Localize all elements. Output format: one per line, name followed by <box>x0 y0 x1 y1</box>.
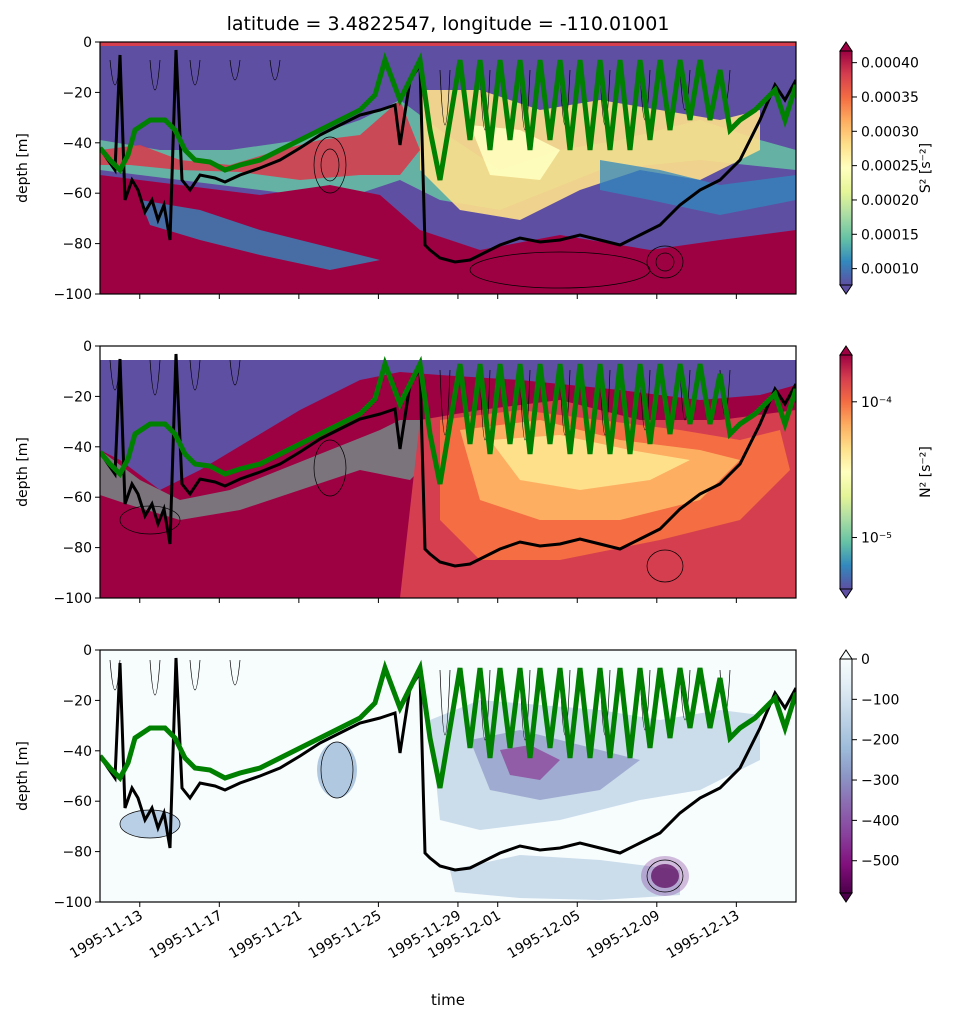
colorbar-top <box>839 41 853 295</box>
y-tick-label: 0 <box>83 35 92 51</box>
y-tick-label: −20 <box>62 389 92 405</box>
x-tick-label: 1995-12-13 <box>664 908 742 963</box>
x-tick-label: 1995-11-25 <box>306 908 384 963</box>
colorbar-tick-label: −100 <box>861 692 899 708</box>
y-tick-label: −60 <box>62 490 92 506</box>
colorbar-tick-label: 10⁻⁴ <box>861 395 892 411</box>
y-tick-label: −40 <box>62 136 92 152</box>
buoyancy-heatmap <box>100 346 796 598</box>
x-tick-label: 1995-11-17 <box>147 908 225 963</box>
colorbar-label: S² [s⁻²] <box>918 143 934 193</box>
colorbar-tick-label: 0.00025 <box>861 159 919 175</box>
y-axis-label: depth [m] <box>15 133 31 203</box>
y-tick-label: −80 <box>62 237 92 253</box>
y-tick-label: −60 <box>62 186 92 202</box>
y-tick-label: −60 <box>62 794 92 810</box>
y-tick-label: −20 <box>62 693 92 709</box>
bottom-heatmap <box>100 650 796 902</box>
colorbar-tick-label: 0.00015 <box>861 227 919 243</box>
y-tick-label: −100 <box>54 591 92 607</box>
x-axis-title: time <box>431 991 465 1009</box>
colorbar-tick-label: 0 <box>861 652 870 668</box>
shear-heatmap <box>100 42 796 294</box>
y-axis-label: depth [m] <box>15 437 31 507</box>
colorbar-tick-label: 0.00030 <box>861 124 919 140</box>
y-tick-label: −20 <box>62 85 92 101</box>
y-tick-label: −40 <box>62 744 92 760</box>
y-tick-label: −80 <box>62 541 92 557</box>
colorbar-tick-label: 0.00035 <box>861 90 919 106</box>
x-tick-label: 1995-12-09 <box>584 908 662 963</box>
colorbar-bottom <box>839 649 853 903</box>
x-tick-label: 1995-11-21 <box>226 908 304 963</box>
colorbar-tick-label: −500 <box>861 854 899 870</box>
colorbar-tick-label: −400 <box>861 813 899 829</box>
figure-title: latitude = 3.4822547, longitude = -110.0… <box>227 13 670 35</box>
colorbar-label: N² [s⁻²] <box>918 446 934 498</box>
panel-buoyancy-frequency <box>99 345 797 599</box>
colorbar-tick-label: 0.00020 <box>861 193 919 209</box>
x-tick-label: 1995-11-13 <box>67 908 145 963</box>
y-tick-label: −100 <box>54 895 92 911</box>
colorbar-tick-label: 0.00040 <box>861 56 919 72</box>
panel-bottom <box>99 649 797 903</box>
panel-shear-squared <box>99 41 797 295</box>
colorbar-tick-label: 0.00010 <box>861 262 919 278</box>
colorbar-tick-label: 10⁻⁵ <box>861 531 892 547</box>
y-tick-label: −100 <box>54 287 92 303</box>
colorbar-tick-label: −300 <box>861 773 899 789</box>
y-tick-label: 0 <box>83 643 92 659</box>
y-tick-label: 0 <box>83 339 92 355</box>
colorbar-middle <box>839 345 853 599</box>
colorbar-ticks-layer: 0.00010 0.00015 0.00020 0.00025 0.00030 0.000… <box>852 56 934 870</box>
y-axis-label: depth [m] <box>15 741 31 811</box>
x-tick-label: 1995-12-05 <box>505 908 583 963</box>
colorbar-tick-label: −200 <box>861 733 899 749</box>
y-tick-label: −80 <box>62 845 92 861</box>
y-tick-label: −40 <box>62 440 92 456</box>
